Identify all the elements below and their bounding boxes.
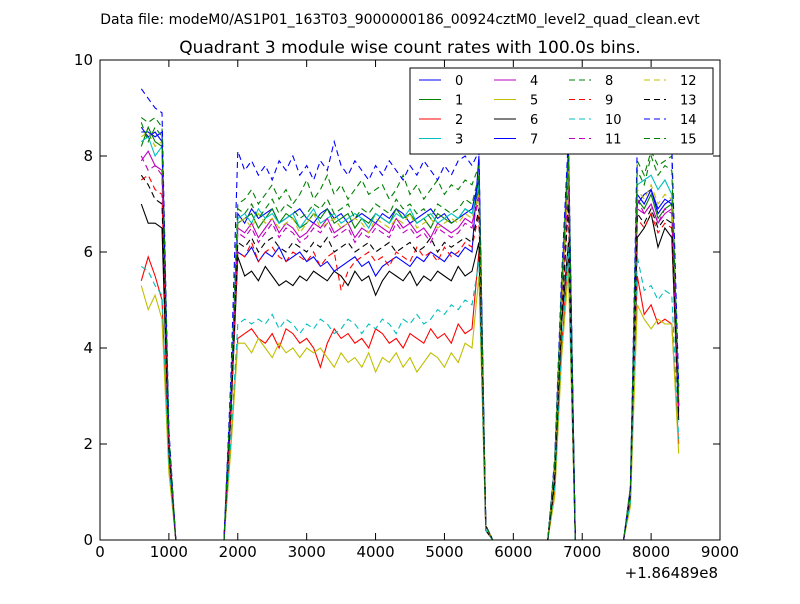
x-offset-label: +1.86489e8 [625,564,718,582]
legend-label-15: 15 [680,133,697,148]
chart-title: Quadrant 3 module wise count rates with … [179,38,640,58]
x-tick-label: 6000 [494,543,532,561]
x-tick-label: 9000 [701,543,739,561]
y-tick-label: 6 [83,243,93,261]
x-tick-label: 5000 [425,543,463,561]
x-tick-label: 3000 [288,543,326,561]
x-tick-label: 2000 [219,543,257,561]
legend-label-0: 0 [455,74,463,89]
legend-label-13: 13 [680,94,697,109]
plot-frame [99,59,721,541]
legend-label-11: 11 [605,133,622,148]
legend-label-7: 7 [530,133,538,148]
axis-layer: 0 1000 2000 3000 4000 5000 6000 7000 8000 9000 0 2 4… [74,51,739,561]
legend-box [409,67,714,155]
x-tick-label: 1000 [150,543,188,561]
x-tick-label: 7000 [563,543,601,561]
legend-label-12: 12 [680,74,697,89]
y-tick-label: 4 [83,339,93,357]
legend-label-14: 14 [680,113,697,128]
x-tick-label: 8000 [632,543,670,561]
x-tick-label: 4000 [356,543,394,561]
legend-label-2: 2 [455,113,463,128]
legend-label-9: 9 [605,94,613,109]
series-line-13 [140,174,680,541]
y-tick-label: 2 [83,435,93,453]
legend-label-6: 6 [530,113,538,128]
y-tick-label: 8 [83,147,93,165]
y-tick-label: 0 [83,531,93,549]
y-tick-label: 10 [74,51,93,69]
legend-label-3: 3 [455,133,463,148]
legend-label-8: 8 [605,74,613,89]
suptitle: Data file: modeM0/AS1P01_163T03_90000001… [100,12,700,28]
legend-label-1: 1 [455,94,463,109]
x-tick-label: 0 [95,543,105,561]
legend-label-10: 10 [605,113,622,128]
legend-label-4: 4 [530,74,538,89]
legend-label-5: 5 [530,94,538,109]
